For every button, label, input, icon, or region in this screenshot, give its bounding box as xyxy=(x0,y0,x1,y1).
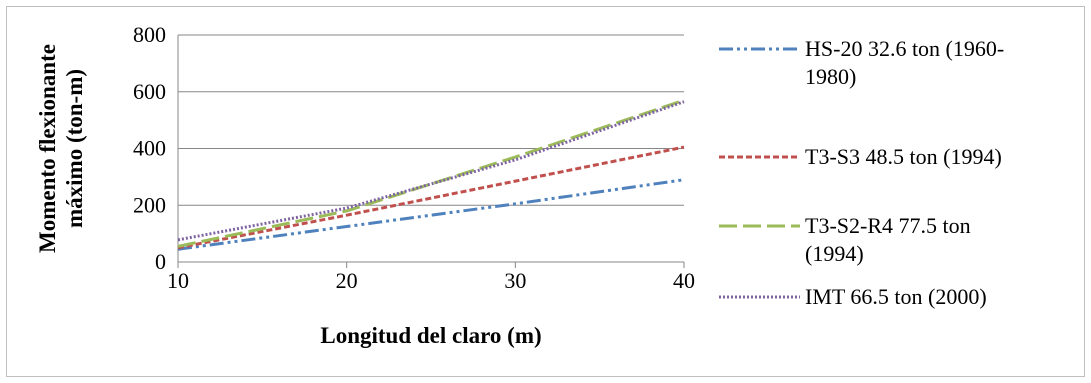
legend-label-3-line-2: (1994) xyxy=(805,241,864,266)
legend-label-1-line-2: 1980) xyxy=(805,64,856,89)
tick-labels: 0 200 400 600 800 10 20 30 40 xyxy=(133,22,695,293)
series-line-1 xyxy=(177,178,685,251)
y-axis-title: Momento flexionante máximo (ton-m) xyxy=(35,44,87,253)
x-tick-label-30: 30 xyxy=(504,268,526,293)
series-line-3 xyxy=(177,98,685,248)
chart-frame: 0 200 400 600 800 10 20 30 40 Longitud del claro… xyxy=(6,6,1085,377)
x-tick-label-20: 20 xyxy=(336,268,358,293)
x-tick-label-40: 40 xyxy=(673,268,695,293)
x-axis-title: Longitud del claro (m) xyxy=(320,323,541,348)
gridlines xyxy=(178,34,684,206)
axes xyxy=(177,35,685,268)
y-tick-label-600: 600 xyxy=(133,79,166,104)
series-lines xyxy=(177,98,685,251)
y-tick-label-200: 200 xyxy=(133,192,166,217)
series-line-4 xyxy=(177,100,685,242)
y-axis-title-line-1: Momento flexionante xyxy=(35,44,60,253)
line-chart: 0 200 400 600 800 10 20 30 40 Longitud del claro… xyxy=(35,22,1004,348)
legend-label-2: T3-S3 48.5 ton (1994) xyxy=(805,144,1002,169)
y-tick-label-800: 800 xyxy=(133,22,166,47)
y-tick-label-0: 0 xyxy=(155,249,166,274)
y-axis-title-line-2: máximo (ton-m) xyxy=(62,69,87,228)
series-line-2 xyxy=(177,145,685,250)
legend: HS-20 32.6 ton (1960- 1980) T3-S3 48.5 ton… xyxy=(719,36,1004,309)
legend-label-3-line-1: T3-S2-R4 77.5 ton xyxy=(805,213,971,238)
y-tick-label-400: 400 xyxy=(133,136,166,161)
x-tick-label-10: 10 xyxy=(167,268,189,293)
legend-label-1-line-1: HS-20 32.6 ton (1960- xyxy=(805,36,1004,61)
legend-label-4: IMT 66.5 ton (2000) xyxy=(805,284,987,309)
